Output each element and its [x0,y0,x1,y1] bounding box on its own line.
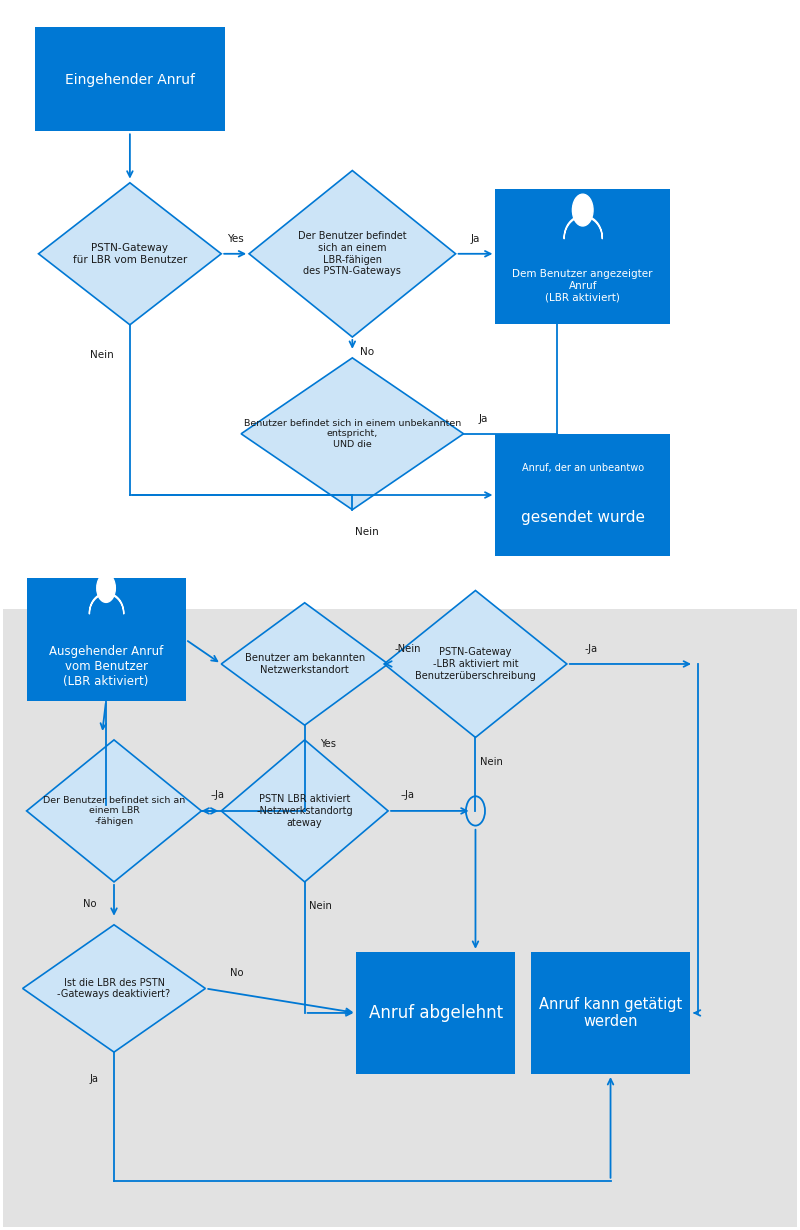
Circle shape [97,573,115,603]
Text: Benutzer befindet sich in einem unbekannten
entspricht,
UND die: Benutzer befindet sich in einem unbekann… [244,419,461,449]
Text: No: No [359,347,374,357]
Text: Yes: Yes [226,234,243,244]
Circle shape [572,194,593,226]
Text: Nein: Nein [480,756,502,768]
Text: PSTN-Gateway
-LBR aktiviert mit
Benutzerüberschreibung: PSTN-Gateway -LBR aktiviert mit Benutzer… [415,647,536,680]
FancyBboxPatch shape [34,27,226,132]
Text: PSTN LBR aktiviert
-Netzwerkstandortg
ateway: PSTN LBR aktiviert -Netzwerkstandortg at… [256,795,353,828]
Text: Nein: Nein [309,902,332,911]
Text: gesendet wurde: gesendet wurde [521,509,645,524]
Text: Benutzer am bekannten
Netzwerkstandort: Benutzer am bekannten Netzwerkstandort [245,653,365,675]
Text: Yes: Yes [321,738,337,749]
Polygon shape [384,590,567,738]
FancyBboxPatch shape [531,952,690,1074]
Polygon shape [22,925,206,1052]
Text: Ja: Ja [470,234,480,244]
Polygon shape [241,358,463,509]
Text: PSTN-Gateway
für LBR vom Benutzer: PSTN-Gateway für LBR vom Benutzer [73,244,187,264]
FancyBboxPatch shape [2,2,798,609]
Polygon shape [222,740,388,882]
Text: Ist die LBR des PSTN
-Gateways deaktiviert?: Ist die LBR des PSTN -Gateways deaktivie… [58,978,170,999]
Text: –Ja: –Ja [210,790,224,800]
Text: Nein: Nein [90,351,114,360]
Text: No: No [83,899,97,909]
Text: Anruf, der an unbeantwо: Anruf, der an unbeantwо [522,462,644,474]
FancyBboxPatch shape [356,952,515,1074]
Text: Ausgehender Anruf
vom Benutzer
(LBR aktiviert): Ausgehender Anruf vom Benutzer (LBR akti… [49,645,163,688]
Text: No: No [230,968,244,978]
Text: Ja: Ja [89,1074,98,1084]
Text: Anruf abgelehnt: Anruf abgelehnt [369,1004,503,1022]
Text: Anruf kann getätigt
werden: Anruf kann getätigt werden [539,996,682,1030]
Text: Ja: Ja [478,415,488,424]
Text: Der Benutzer befindet sich an
einem LBR
-fähigen: Der Benutzer befindet sich an einem LBR … [43,796,185,825]
Text: Eingehender Anruf: Eingehender Anruf [65,73,195,87]
Text: -Ja: -Ja [584,645,598,654]
Text: –Ja: –Ja [401,790,415,800]
Polygon shape [249,171,456,337]
Text: Nein: Nein [354,526,378,536]
Polygon shape [38,183,222,325]
Text: -Nein: -Nein [394,645,421,654]
Polygon shape [26,740,202,882]
FancyBboxPatch shape [495,434,670,556]
FancyBboxPatch shape [495,189,670,323]
FancyBboxPatch shape [26,578,186,701]
Text: Der Benutzer befindet
sich an einem
LBR-fähigen
des PSTN-Gateways: Der Benutzer befindet sich an einem LBR-… [298,231,406,277]
Text: Dem Benutzer angezeigter
Anruf
(LBR aktiviert): Dem Benutzer angezeigter Anruf (LBR akti… [513,269,653,303]
Polygon shape [222,603,388,726]
FancyBboxPatch shape [2,609,798,1228]
